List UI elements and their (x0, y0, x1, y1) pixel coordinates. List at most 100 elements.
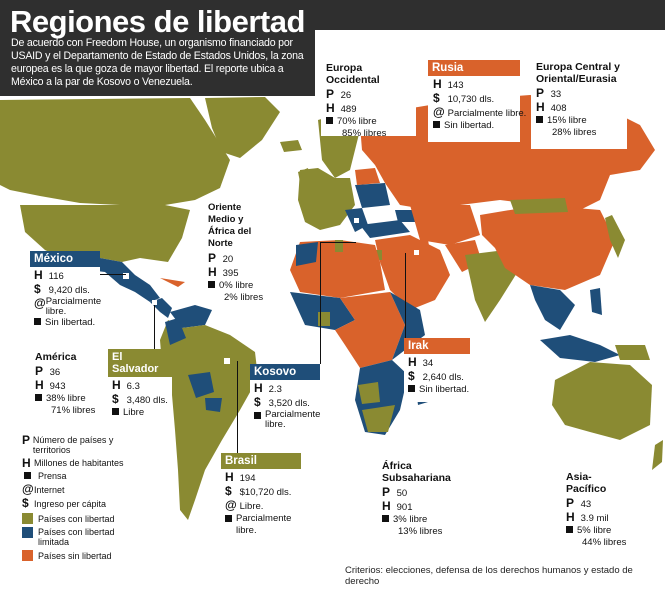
leader-irak (405, 253, 406, 338)
leader-brasil (237, 361, 238, 453)
prensa-square-icon (408, 385, 415, 392)
mexico-press: Sin libertad. (45, 317, 96, 328)
asia-p: 43 (580, 499, 592, 510)
europa-central-libres: 28% libres (552, 127, 597, 138)
colombia (165, 318, 186, 345)
p-symbol: P (35, 364, 44, 378)
leader-kosovo (320, 242, 321, 364)
h-symbol: H (408, 355, 417, 369)
belarus (355, 168, 380, 185)
legend-ingreso-label: Ingreso per cápita (34, 499, 107, 509)
korea-japan (605, 215, 625, 258)
legend-p-label: Número de países y territorios (32, 435, 114, 455)
h-symbol: H (254, 381, 263, 395)
africa-box: África Subsahariana P 50 H 901 3% libre … (378, 458, 451, 544)
dollar-symbol: $ (225, 484, 232, 498)
brasil-box: Brasil H 194 $ $10,720 dls. @ Libre. Par… (221, 453, 301, 548)
europa-occidental-box: Europa Occidental P 26 H 489 70% libre 8… (321, 60, 416, 139)
europa-occidental-press: 70% libre (337, 116, 377, 127)
leader-el-salvador (154, 305, 155, 349)
brasil-internet: Libre. (239, 501, 264, 512)
leader-mexico (100, 274, 126, 275)
europa-occidental-p: 26 (340, 90, 352, 101)
africa-p: 50 (396, 488, 408, 499)
oriente-medio-h: 395 (222, 268, 239, 279)
h-symbol: H (566, 510, 575, 524)
libre-swatch (22, 513, 33, 524)
morocco (296, 242, 318, 266)
west-africa (290, 292, 355, 330)
usa (20, 205, 190, 262)
h-symbol: H (225, 470, 234, 484)
africa-title: África Subsahariana (382, 460, 451, 484)
western-europe (298, 168, 355, 230)
legend-h-label: Millones de habitantes (34, 458, 124, 468)
prensa-square-icon (225, 515, 232, 522)
papua (615, 345, 650, 360)
dollar-symbol: $ (112, 392, 119, 406)
america-h: 943 (49, 381, 66, 392)
europa-occidental-libres: 85% libres (342, 128, 387, 139)
h-symbol: H (112, 378, 121, 392)
prensa-square-icon (34, 318, 41, 325)
p-symbol: P (566, 496, 575, 510)
irak-h: 34 (422, 358, 434, 369)
parcial-swatch (22, 527, 33, 538)
prensa-square-icon (24, 472, 31, 479)
asia-press: 5% libre (577, 525, 612, 536)
kosovo-income: 3,520 dls. (268, 398, 310, 409)
brasil-marker (224, 358, 230, 364)
asia-libres: 44% libres (582, 537, 627, 548)
mexico-h: 116 (48, 271, 64, 282)
at-symbol: @ (225, 498, 237, 512)
europa-central-press: 15% libre (547, 115, 587, 126)
h-symbol: H (382, 499, 391, 513)
h-symbol: H (35, 378, 44, 392)
philippines (590, 288, 602, 315)
irak-box: Irak H 34 $ 2,640 dls. Sin libertad. (404, 338, 470, 402)
irak-marker (414, 250, 419, 255)
asia-h: 3.9 mil (580, 513, 609, 524)
america-box: América P 36 H 943 38% libre 71% libres (31, 349, 101, 423)
prensa-square-icon (433, 121, 440, 128)
uk (298, 168, 312, 192)
leader-kosovo-h (320, 242, 356, 243)
kosovo-marker (354, 218, 359, 223)
rusia-internet: Parcialmente libre. (447, 108, 527, 119)
p-symbol: P (382, 485, 391, 499)
h-symbol: H (208, 265, 217, 279)
legend-prensa-label: Prensa (38, 471, 67, 481)
america-p: 36 (49, 367, 61, 378)
p-symbol: P (208, 251, 217, 265)
h-symbol: H (536, 100, 545, 114)
prensa-square-icon (112, 408, 119, 415)
h-symbol: H (22, 456, 31, 470)
ukraine (355, 183, 390, 208)
america-press: 38% libre (46, 393, 86, 404)
southeast-asia (530, 285, 575, 330)
cuba (160, 278, 185, 287)
prensa-square-icon (536, 116, 543, 123)
prensa-square-icon (208, 281, 215, 288)
p-symbol: P (22, 433, 31, 447)
el-salvador-press: Libre (123, 407, 145, 418)
intro-text: De acuerdo con Freedom House, un organis… (11, 37, 304, 88)
bolivia (188, 372, 214, 398)
mongolia (510, 198, 568, 214)
iceland (280, 140, 302, 152)
irak-title: Irak (404, 338, 470, 354)
el-salvador-marker (152, 300, 157, 305)
dollar-symbol: $ (22, 496, 29, 510)
prensa-square-icon (254, 412, 261, 419)
new-zealand (652, 440, 663, 470)
kosovo-internet: Parcialmente libre. (265, 409, 321, 430)
europa-central-box: Europa Central y Oriental/Eurasia P 33 H… (531, 59, 627, 149)
central-africa (335, 292, 405, 368)
legend-sin-label: Países sin libertad (38, 551, 112, 561)
mexico-income: 9,420 dls. (48, 285, 90, 296)
greenland (205, 97, 280, 158)
south-africa (362, 405, 395, 432)
rusia-income: 10,730 dls. (447, 94, 495, 105)
europa-occidental-h: 489 (340, 104, 357, 115)
